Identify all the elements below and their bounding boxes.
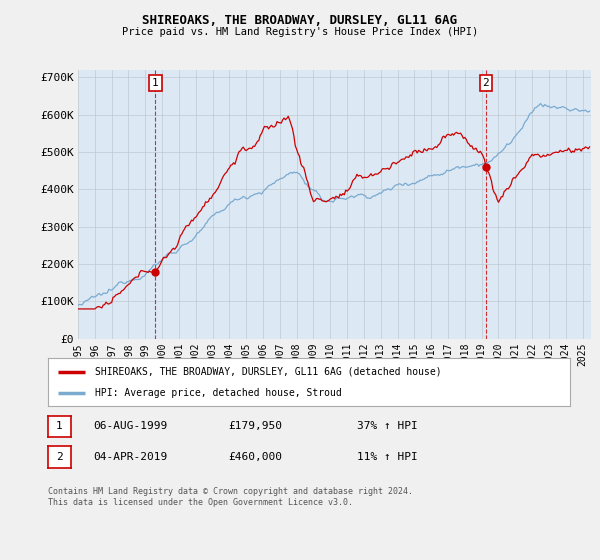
Text: SHIREOAKS, THE BROADWAY, DURSLEY, GL11 6AG (detached house): SHIREOAKS, THE BROADWAY, DURSLEY, GL11 6… xyxy=(95,367,442,377)
Text: 11% ↑ HPI: 11% ↑ HPI xyxy=(357,452,418,462)
Text: 1: 1 xyxy=(152,78,159,88)
Text: £179,950: £179,950 xyxy=(228,421,282,431)
Text: 1: 1 xyxy=(56,421,63,431)
Text: 2: 2 xyxy=(56,452,63,462)
Text: Contains HM Land Registry data © Crown copyright and database right 2024.
This d: Contains HM Land Registry data © Crown c… xyxy=(48,487,413,507)
Text: 04-APR-2019: 04-APR-2019 xyxy=(93,452,167,462)
Text: HPI: Average price, detached house, Stroud: HPI: Average price, detached house, Stro… xyxy=(95,388,342,398)
Text: 2: 2 xyxy=(482,78,489,88)
Text: 06-AUG-1999: 06-AUG-1999 xyxy=(93,421,167,431)
Text: 37% ↑ HPI: 37% ↑ HPI xyxy=(357,421,418,431)
Text: SHIREOAKS, THE BROADWAY, DURSLEY, GL11 6AG: SHIREOAKS, THE BROADWAY, DURSLEY, GL11 6… xyxy=(143,14,458,27)
Text: Price paid vs. HM Land Registry's House Price Index (HPI): Price paid vs. HM Land Registry's House … xyxy=(122,27,478,37)
Text: £460,000: £460,000 xyxy=(228,452,282,462)
